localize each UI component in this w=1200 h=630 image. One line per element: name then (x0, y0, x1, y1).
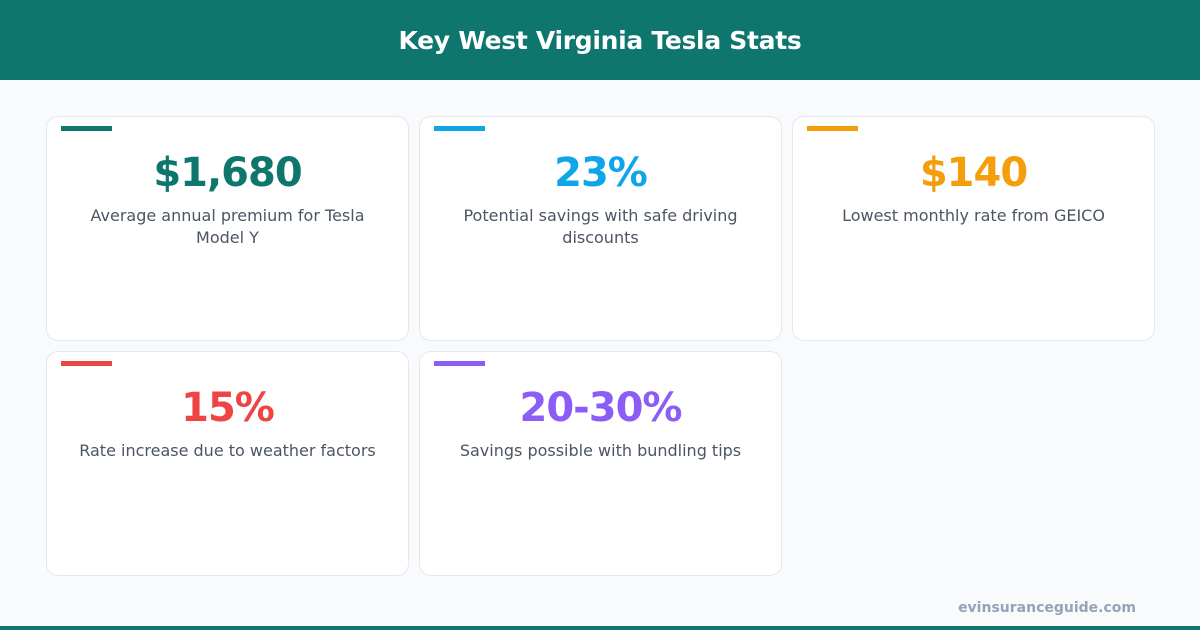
accent-bar (434, 126, 485, 131)
stat-value: 20-30% (519, 385, 682, 431)
stat-label: Rate increase due to weather factors (79, 441, 376, 460)
accent-bar (434, 361, 485, 366)
stat-card-bundling-savings: 20-30% Savings possible with bundling ti… (419, 351, 782, 576)
stat-card-safe-driving-savings: 23% Potential savings with safe driving … (419, 116, 782, 341)
stat-card-lowest-monthly-rate: $140 Lowest monthly rate from GEICO (792, 116, 1155, 341)
accent-bar (807, 126, 858, 131)
site-url: evinsuranceguide.com (958, 600, 1136, 616)
accent-bar (61, 361, 112, 366)
stat-label: Potential savings with safe driving disc… (463, 206, 738, 247)
accent-bar (61, 126, 112, 131)
stat-card-annual-premium: $1,680 Average annual premium for Tesla … (46, 116, 409, 341)
header-banner: Key West Virginia Tesla Stats (0, 0, 1200, 80)
stat-label: Savings possible with bundling tips (459, 441, 742, 460)
stat-card-weather-rate-increase: 15% Rate increase due to weather factors (46, 351, 409, 576)
stat-value: 23% (554, 150, 648, 196)
stat-value: 15% (181, 385, 275, 431)
footer-accent-strip (0, 626, 1200, 630)
page-title: Key West Virginia Tesla Stats (398, 25, 802, 55)
stat-value: $140 (919, 150, 1028, 196)
stat-label: Lowest monthly rate from GEICO (842, 206, 1105, 225)
stat-label: Average annual premium for Tesla Model Y (90, 206, 365, 247)
stat-value: $1,680 (153, 150, 302, 196)
